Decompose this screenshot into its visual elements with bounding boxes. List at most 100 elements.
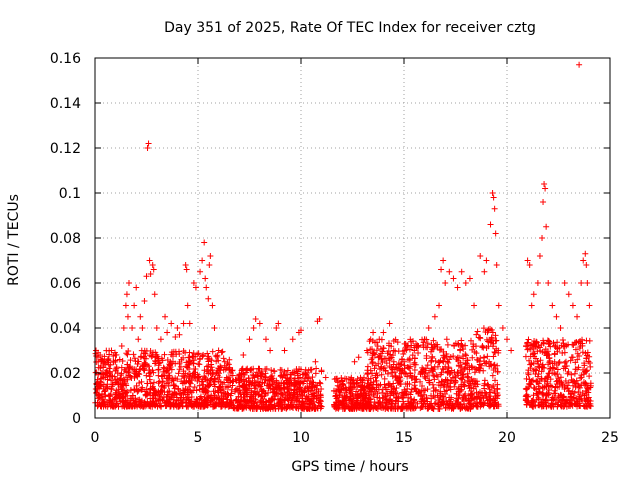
data-point: [246, 336, 253, 343]
data-point: [125, 365, 132, 372]
data-point: [480, 325, 487, 332]
data-point: [456, 354, 463, 361]
data-point: [420, 400, 427, 407]
data-point: [293, 395, 300, 402]
data-point: [423, 352, 430, 359]
data-point: [420, 344, 427, 351]
data-point: [256, 320, 263, 327]
data-point: [379, 359, 386, 366]
data-point: [180, 348, 187, 355]
data-point: [481, 354, 488, 361]
data-point: [278, 390, 285, 397]
data-point: [308, 391, 315, 398]
data-point: [284, 389, 291, 396]
data-point: [97, 352, 104, 358]
data-point: [382, 355, 389, 362]
data-point: [199, 376, 206, 383]
data-point: [431, 313, 438, 320]
data-point: [539, 235, 546, 241]
y-tick-label: 0.12: [50, 141, 81, 157]
data-point: [340, 402, 347, 409]
data-point: [409, 374, 416, 381]
data-point: [545, 391, 552, 398]
data-point: [459, 374, 466, 381]
data-point: [478, 362, 485, 369]
data-point: [206, 382, 213, 389]
data-point: [355, 354, 362, 361]
data-point: [393, 395, 400, 402]
data-point: [388, 369, 395, 376]
data-point: [562, 358, 569, 365]
data-point: [369, 358, 376, 365]
data-point: [389, 373, 396, 380]
data-point: [535, 371, 542, 378]
data-point: [525, 384, 532, 391]
data-point: [536, 389, 543, 396]
data-point: [220, 386, 227, 393]
data-point: [485, 343, 492, 350]
data-point: [120, 394, 127, 401]
data-point: [113, 365, 120, 372]
data-point: [421, 391, 428, 398]
data-point: [157, 396, 164, 403]
data-point: [147, 369, 154, 376]
data-point: [422, 375, 429, 382]
data-point: [402, 381, 409, 388]
data-point: [373, 347, 380, 354]
data-point: [340, 400, 347, 407]
data-point: [162, 313, 169, 320]
data-point: [584, 384, 591, 391]
data-point: [360, 389, 367, 396]
data-point: [131, 387, 138, 394]
data-point: [487, 221, 494, 228]
data-point: [547, 343, 554, 350]
data-point: [267, 347, 274, 354]
data-point: [407, 370, 414, 376]
data-point: [301, 387, 308, 394]
data-point: [430, 405, 437, 412]
data-point: [366, 404, 373, 411]
data-point: [535, 363, 542, 370]
data-point: [170, 381, 177, 388]
data-point: [278, 372, 285, 379]
data-point: [164, 329, 171, 336]
data-point: [586, 373, 593, 380]
data-point: [473, 350, 480, 357]
data-point: [168, 349, 175, 356]
data-point: [464, 357, 471, 364]
data-point: [387, 392, 394, 399]
data-point: [558, 379, 565, 386]
data-point: [424, 386, 431, 393]
data-point: [554, 366, 561, 373]
data-point: [434, 344, 441, 351]
data-point: [130, 397, 137, 404]
data-point: [488, 384, 495, 391]
data-point: [282, 397, 289, 404]
data-point: [430, 366, 437, 373]
data-point: [367, 396, 374, 403]
data-point: [122, 401, 129, 408]
data-point: [559, 336, 566, 343]
data-point: [226, 379, 233, 386]
data-point: [163, 402, 170, 409]
data-point: [568, 371, 575, 378]
data-point: [574, 366, 581, 373]
data-point: [185, 354, 192, 361]
data-point: [386, 381, 393, 388]
y-tick-label: 0: [72, 411, 81, 427]
data-point: [468, 403, 475, 410]
data-point: [411, 385, 418, 392]
data-point: [470, 341, 477, 348]
data-point: [337, 389, 344, 396]
data-point: [376, 395, 383, 402]
data-point: [463, 359, 470, 366]
data-point: [219, 348, 226, 355]
data-point: [262, 336, 269, 343]
data-point: [390, 347, 397, 354]
data-point: [490, 340, 497, 347]
chart-title: Day 351 of 2025, Rate Of TEC Index for r…: [164, 20, 536, 36]
data-point: [261, 380, 268, 387]
data-point: [152, 354, 159, 361]
data-point: [446, 384, 453, 391]
data-point: [495, 349, 502, 356]
